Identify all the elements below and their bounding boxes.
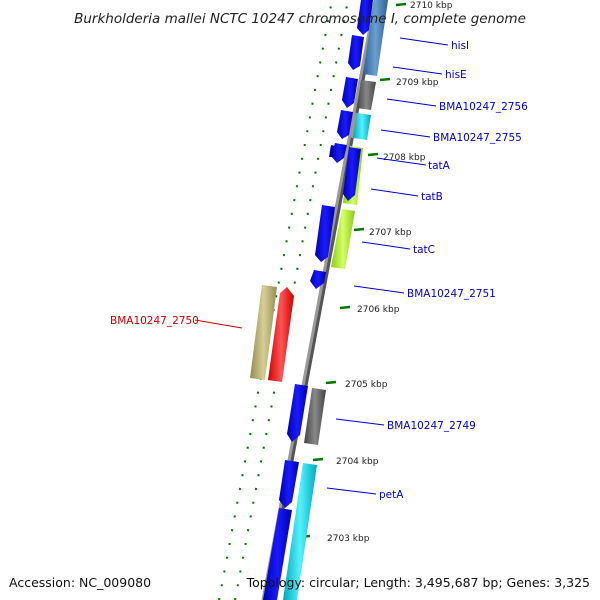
cds-2750-red[interactable] [268, 287, 294, 382]
gene-label-tatB[interactable]: tatB [421, 191, 443, 203]
gene-label-BMA10247_2749[interactable]: BMA10247_2749 [387, 420, 476, 432]
gene-label-tatC[interactable]: tatC [413, 244, 435, 256]
feature-cyan-2755[interactable] [353, 113, 371, 140]
gene-label-BMA10247_2750[interactable]: BMA10247_2750 [110, 315, 199, 327]
cds-tatB[interactable] [329, 145, 335, 157]
gene-label-tatA[interactable]: tatA [428, 160, 451, 172]
feature-gray-small[interactable] [348, 112, 357, 138]
feature-lime-tatC[interactable] [331, 209, 355, 269]
feature-cyan-petA[interactable] [283, 463, 317, 600]
tick-label: 2710 kbp [410, 1, 453, 11]
label-connectors [194, 37, 449, 495]
cds-2755[interactable] [337, 110, 353, 139]
feature-khaki-2750[interactable] [250, 285, 277, 380]
tick-label: 2703 kbp [327, 534, 370, 544]
cds-petA[interactable] [279, 460, 299, 508]
cds-hisI[interactable] [357, 0, 373, 35]
tick-marks [299, 2, 407, 539]
feature-hisI-steelblue[interactable] [363, 0, 388, 76]
gene-label-BMA10247_2755[interactable]: BMA10247_2755 [433, 132, 522, 144]
tick-label: 2708 kbp [383, 153, 426, 163]
feature-gray-2749[interactable] [304, 388, 326, 445]
tick-label: 2707 kbp [369, 228, 412, 238]
cds-2749[interactable] [287, 384, 308, 442]
cds-2751[interactable] [310, 270, 326, 289]
cds-tatA[interactable] [331, 143, 347, 163]
gene-label-BMA10247_2751[interactable]: BMA10247_2751 [407, 288, 496, 300]
outer-dotted-ring [218, 0, 333, 600]
tick-label: 2705 kbp [345, 380, 388, 390]
summary-text: Topology: circular; Length: 3,495,687 bp… [246, 575, 590, 590]
tick-label: 2709 kbp [396, 78, 439, 88]
gene-label-hisE[interactable]: hisE [445, 69, 467, 81]
tick-label: 2704 kbp [336, 457, 379, 467]
gene-label-petA[interactable]: petA [379, 489, 404, 501]
cds-tatB-arrow[interactable] [343, 147, 361, 201]
accession-text: Accession: NC_009080 [9, 575, 151, 590]
cds-next[interactable] [263, 508, 292, 600]
gene-label-BMA10247_2756[interactable]: BMA10247_2756 [439, 101, 528, 113]
gene-label-hisI[interactable]: hisI [451, 40, 469, 52]
tick-label: 2706 kbp [357, 305, 400, 315]
feature-gray-2756[interactable] [357, 80, 376, 110]
map-title: Burkholderia mallei NCTC 10247 chromosom… [74, 11, 526, 27]
cds-2756[interactable] [342, 77, 358, 108]
cds-tatC[interactable] [315, 205, 335, 262]
cds-hisE[interactable] [348, 35, 364, 70]
